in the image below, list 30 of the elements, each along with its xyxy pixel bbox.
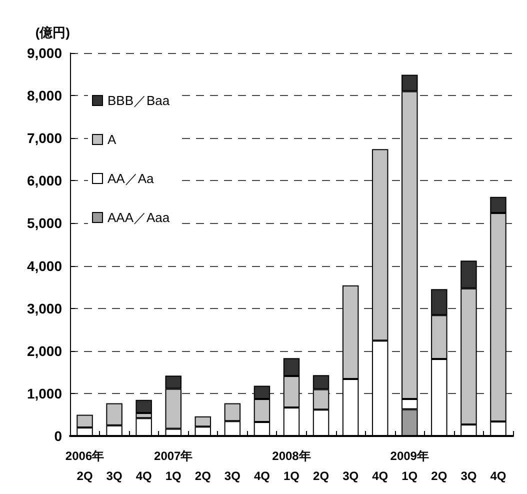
legend-label: BBB／Baa (108, 93, 170, 108)
x-tick-label: 3Q (342, 469, 359, 483)
x-tick-label: 2007年 1Q (154, 449, 193, 483)
y-tick-label: 7,000 (26, 130, 62, 146)
x-tick-label: 4Q (490, 469, 506, 483)
y-tick-label: 9,000 (26, 45, 62, 61)
y-tick-label: 2,000 (26, 342, 62, 359)
x-tick-label: 4Q (254, 469, 270, 483)
y-tick-label: 4,000 (26, 258, 62, 274)
x-tick-label: 2009年 1Q (390, 449, 429, 483)
x-tick-label: 4Q (372, 469, 388, 483)
y-tick-label: 5,000 (26, 215, 62, 232)
y-tick-label: 3,000 (26, 300, 62, 316)
legend-label: AAA／Aaa (108, 210, 170, 225)
x-tick-label: 2008年 1Q (272, 449, 311, 483)
y-tick-label: 8,000 (26, 88, 62, 104)
x-tick-label: 3Q (460, 469, 477, 483)
x-tick-label: 2Q (313, 469, 330, 483)
x-tick-label: 2Q (194, 469, 211, 483)
x-tick-label: 4Q (136, 469, 152, 483)
x-tick-label: 3Q (224, 469, 240, 483)
y-axis-title: (億円) (35, 25, 70, 40)
y-tick-label: 6,000 (26, 172, 62, 189)
legend-label: AA／Aa (108, 171, 155, 186)
x-tick-label: 2Q (431, 469, 448, 483)
x-tick-label: 3Q (106, 469, 122, 483)
y-tick-label: 1,000 (26, 385, 62, 402)
y-tick-label: 0 (54, 428, 62, 444)
legend-label: A (108, 132, 116, 147)
x-tick-label: 2006年 2Q (65, 449, 104, 483)
